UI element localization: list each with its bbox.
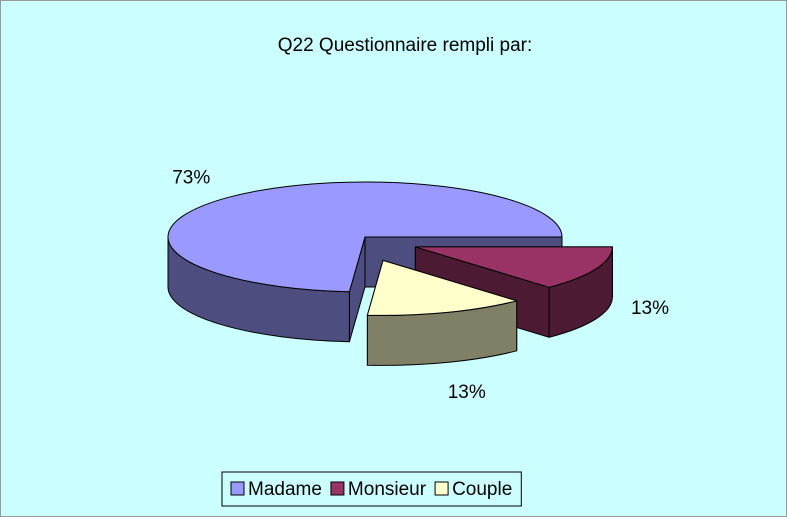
data-label: 13% — [631, 298, 669, 319]
legend-label: Couple — [452, 479, 512, 500]
legend: Madame Monsieur Couple — [221, 471, 522, 507]
legend-swatch — [230, 481, 245, 496]
slice-top — [366, 259, 518, 316]
slice-top — [414, 246, 613, 288]
chart-title: Q22 Questionnaire rempli par: — [278, 35, 533, 56]
legend-label: Madame — [248, 479, 322, 500]
data-label: 73% — [172, 167, 210, 188]
legend-box — [221, 471, 522, 507]
legend-swatch — [434, 481, 449, 496]
slice-top — [167, 181, 563, 293]
legend-label: Monsieur — [348, 479, 427, 500]
legend-swatch — [330, 481, 345, 496]
pie-slice — [366, 259, 518, 366]
data-label: 13% — [448, 382, 486, 403]
